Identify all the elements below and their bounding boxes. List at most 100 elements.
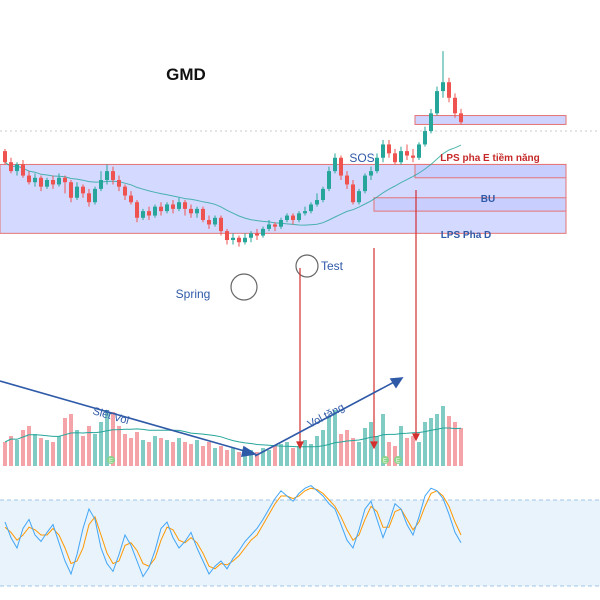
- candle-8: [51, 175, 55, 189]
- volume-bar-34: [207, 442, 211, 466]
- candle-body-66: [399, 151, 403, 163]
- candle-0: [3, 148, 7, 165]
- volume-bar-35: [213, 448, 217, 466]
- candle-73: [441, 51, 445, 98]
- candle-body-42: [255, 233, 259, 236]
- volume-bar-51: [309, 444, 313, 466]
- volume-bar-1: [9, 436, 13, 466]
- zone-label-lps-phase-e: LPS pha E tiềm năng: [440, 152, 539, 164]
- candle-10: [63, 175, 67, 194]
- volume-bar-40: [243, 454, 247, 466]
- candle-body-8: [51, 180, 55, 185]
- candle-76: [459, 108, 463, 125]
- candle-21: [129, 191, 133, 205]
- volume-bar-17: [105, 410, 109, 466]
- volume-bar-28: [171, 442, 175, 466]
- volume-bar-57: [345, 430, 349, 466]
- candle-body-28: [171, 204, 175, 209]
- volume-bar-71: [429, 418, 433, 466]
- candle-2: [15, 162, 19, 176]
- candle-body-76: [459, 113, 463, 123]
- volume-bar-49: [297, 446, 301, 466]
- candle-13: [81, 184, 85, 198]
- candle-body-62: [375, 157, 379, 172]
- volume-bar-63: [381, 414, 385, 466]
- candle-body-6: [39, 177, 43, 187]
- candle-body-43: [261, 228, 265, 236]
- volume-bar-67: [405, 438, 409, 466]
- candle-40: [243, 233, 247, 245]
- volume-bar-48: [291, 448, 295, 466]
- candle-47: [285, 213, 289, 223]
- candle-body-35: [213, 217, 217, 225]
- volume-bar-29: [177, 438, 181, 466]
- candle-body-25: [153, 206, 157, 216]
- candle-body-24: [147, 211, 151, 216]
- zone-rect-2: [414, 163, 567, 179]
- candle-body-26: [159, 206, 163, 212]
- candle-29: [177, 197, 181, 212]
- candle-body-70: [423, 131, 427, 145]
- candle-30: [183, 200, 187, 216]
- zone-label-lps-phase-d: LPS Pha D: [441, 230, 492, 241]
- volume-bar-37: [225, 450, 229, 466]
- candle-body-48: [291, 215, 295, 220]
- candle-body-30: [183, 202, 187, 209]
- candle-6: [39, 175, 43, 192]
- candle-66: [399, 146, 403, 165]
- volume-bar-76: [459, 428, 463, 466]
- candle-body-9: [57, 177, 61, 185]
- candle-26: [159, 202, 163, 216]
- volume-bar-60: [363, 428, 367, 466]
- candle-52: [315, 193, 319, 207]
- candle-59: [357, 188, 361, 205]
- e-badge-3-label: E: [396, 459, 400, 465]
- candle-body-37: [225, 231, 229, 240]
- volume-bar-43: [261, 448, 265, 466]
- volume-bar-38: [231, 448, 235, 466]
- volume-increasing-arrow: [254, 380, 397, 457]
- candle-49: [297, 211, 301, 223]
- volume-bar-55: [333, 410, 337, 466]
- candle-body-67: [405, 151, 409, 156]
- candle-body-50: [303, 211, 307, 214]
- candle-55: [333, 153, 337, 174]
- volume-bar-33: [201, 446, 205, 466]
- stochastic-d-line: [4, 487, 462, 570]
- volume-bar-32: [195, 440, 199, 466]
- candle-27: [165, 202, 169, 214]
- candle-45: [273, 222, 277, 232]
- candle-5: [33, 173, 37, 187]
- zone-rect-3: [373, 197, 567, 212]
- candle-body-18: [111, 171, 115, 180]
- candle-body-39: [237, 237, 241, 243]
- volume-bar-23: [141, 440, 145, 466]
- candle-body-3: [21, 164, 25, 176]
- volume-increasing-arrowhead: [389, 377, 404, 389]
- candle-body-16: [99, 180, 103, 189]
- volume-bar-16: [99, 422, 103, 466]
- volume-bar-53: [321, 430, 325, 466]
- candle-1: [9, 157, 13, 174]
- volume-bar-19: [117, 426, 121, 466]
- candle-body-56: [339, 157, 343, 176]
- candle-63: [381, 140, 385, 163]
- candle-body-29: [177, 202, 181, 209]
- candle-body-34: [207, 220, 211, 225]
- candle-body-71: [429, 113, 433, 132]
- e-badge-3: E: [394, 456, 402, 465]
- candle-12: [75, 182, 79, 200]
- candle-body-73: [441, 82, 445, 92]
- volume-bar-72: [435, 414, 439, 466]
- candle-body-63: [381, 144, 385, 158]
- candle-35: [213, 215, 217, 227]
- candle-65: [393, 148, 397, 165]
- candle-44: [267, 220, 271, 232]
- candle-18: [111, 166, 115, 185]
- volume-bar-13: [81, 436, 85, 466]
- candle-body-7: [45, 180, 49, 187]
- volume-bar-4: [27, 426, 31, 466]
- volume-bar-21: [129, 438, 133, 466]
- volume-bar-52: [315, 436, 319, 466]
- candle-body-64: [387, 144, 391, 154]
